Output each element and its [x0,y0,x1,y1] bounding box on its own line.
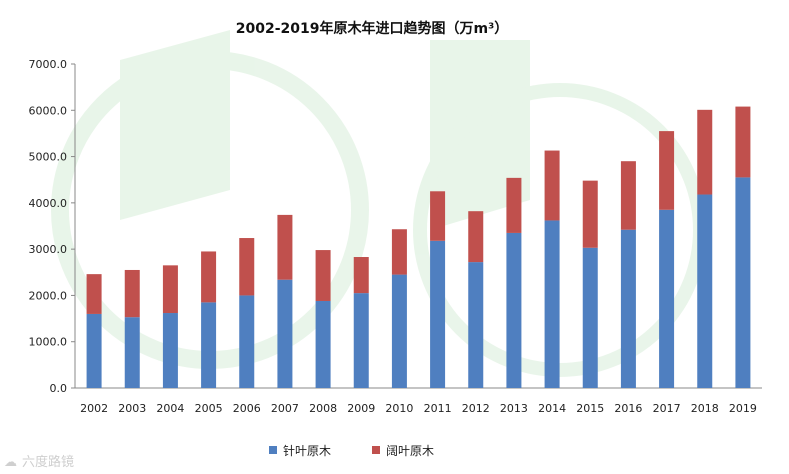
legend-label-conifer: 针叶原木 [283,443,331,458]
x-tick-label: 2013 [500,402,528,415]
axes [71,63,762,389]
watermark-text: 六度路镜 [22,454,74,470]
y-tick-label: 2000.0 [29,289,68,302]
bar-conifer-2003 [124,317,140,388]
y-tick-label: 1000.0 [29,336,68,349]
x-tick-label: 2009 [347,402,375,415]
bar-conifer-2006 [239,295,255,388]
legend: 针叶原木 阔叶原木 [269,443,434,458]
x-tick-label: 2018 [691,402,719,415]
bar-conifer-2004 [162,313,178,388]
bar-broadleaf-2017 [659,131,675,210]
bar-broadleaf-2004 [162,265,178,314]
bar-conifer-2013 [506,232,522,388]
x-tick-label: 2002 [80,402,108,415]
bar-conifer-2011 [430,240,446,388]
bar-conifer-2014 [544,220,560,388]
tick-labels: 0.0 1000.0 2000.0 3000.0 4000.0 5000.0 6000.0 7… [29,58,757,415]
watermark: ☁ 六度路镜 [4,454,74,470]
chart-title: 2002-2019年原木年进口趋势图（万m³） [236,20,508,37]
x-tick-label: 2005 [195,402,223,415]
bar-conifer-2017 [659,209,675,388]
bar-conifer-2016 [620,229,636,388]
x-tick-label: 2006 [233,402,261,415]
bar-conifer-2009 [353,293,369,388]
x-tick-label: 2007 [271,402,299,415]
x-tick-label: 2015 [576,402,604,415]
bar-broadleaf-2008 [315,250,331,301]
bar-conifer-2019 [735,177,751,388]
bar-conifer-2007 [277,279,293,388]
bar-conifer-2008 [315,300,331,388]
x-tick-label: 2017 [653,402,681,415]
legend-label-broadleaf: 阔叶原木 [386,444,434,458]
bar-conifer-2005 [201,302,217,388]
x-tick-label: 2008 [309,402,337,415]
bar-conifer-2012 [468,262,484,388]
bar-conifer-2015 [582,247,598,388]
bar-broadleaf-2007 [277,214,293,280]
x-tick-label: 2010 [385,402,413,415]
bar-broadleaf-2011 [430,191,446,241]
bar-broadleaf-2014 [544,150,560,221]
x-tick-label: 2003 [118,402,146,415]
watermark-icon: ☁ [4,455,17,470]
x-tick-label: 2004 [156,402,184,415]
background-decoration [51,30,707,377]
x-tick-label: 2012 [462,402,490,415]
bar-conifer-2018 [697,194,713,388]
x-tick-label: 2014 [538,402,566,415]
bar-broadleaf-2018 [697,109,713,195]
y-tick-label: 4000.0 [29,197,68,210]
bar-broadleaf-2009 [353,257,369,294]
bar-conifer-2002 [86,313,102,388]
bar-broadleaf-2003 [124,269,140,318]
bar-broadleaf-2019 [735,106,751,178]
bars [86,106,751,388]
bar-broadleaf-2005 [201,251,217,303]
bar-broadleaf-2012 [468,211,484,263]
y-tick-label: 6000.0 [29,104,68,117]
x-tick-label: 2011 [424,402,452,415]
bar-broadleaf-2015 [582,180,598,248]
bar-broadleaf-2006 [239,238,255,296]
y-tick-label: 3000.0 [29,243,68,256]
bar-broadleaf-2013 [506,177,522,233]
x-tick-label: 2019 [729,402,757,415]
bar-broadleaf-2002 [86,274,102,314]
legend-swatch-conifer [269,446,277,454]
x-tick-label: 2016 [614,402,642,415]
y-tick-label: 5000.0 [29,151,68,164]
y-tick-label: 7000.0 [29,58,68,71]
bar-broadleaf-2016 [620,161,636,230]
bar-conifer-2010 [391,274,407,388]
legend-swatch-broadleaf [372,446,380,454]
y-tick-label: 0.0 [50,382,68,395]
bar-broadleaf-2010 [391,229,407,275]
